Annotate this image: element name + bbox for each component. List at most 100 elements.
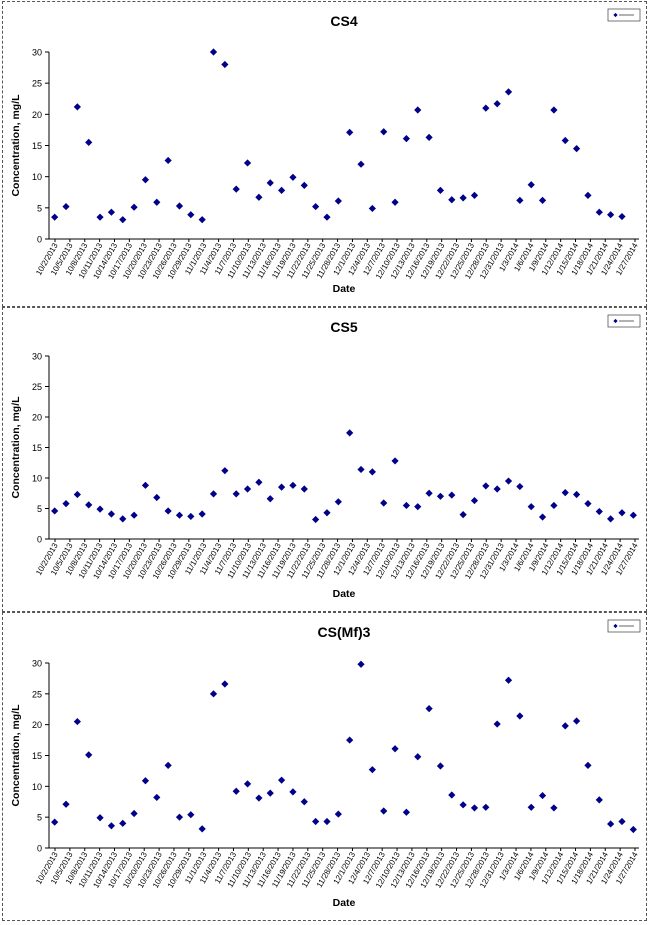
- data-point: [119, 515, 127, 523]
- data-point: [561, 722, 569, 730]
- data-point: [448, 491, 456, 499]
- data-point: [277, 186, 286, 194]
- data-point: [187, 512, 195, 521]
- data-point: [334, 197, 342, 205]
- data-point: [51, 818, 59, 826]
- data-point: [266, 789, 274, 797]
- data-point: [85, 138, 93, 146]
- data-point: [334, 498, 342, 506]
- data-point: [277, 483, 286, 491]
- data-point: [255, 794, 263, 802]
- data-point: [187, 211, 195, 219]
- data-point: [402, 501, 411, 510]
- data-point: [198, 216, 206, 224]
- data-point: [232, 787, 240, 795]
- data-point: [607, 515, 615, 523]
- data-point: [436, 762, 445, 770]
- data-point: [391, 457, 399, 465]
- data-point: [141, 777, 150, 785]
- data-point: [312, 515, 320, 524]
- data-point: [130, 809, 138, 818]
- legend: [607, 8, 641, 22]
- data-point: [493, 100, 501, 108]
- data-point: [141, 176, 150, 184]
- data-point: [107, 208, 116, 216]
- legend: [607, 619, 641, 633]
- data-point: [516, 712, 524, 720]
- chart-panel-cs4: CS4 0 5 10 15 20 25 30 Concentration, mg/L 10/2/2…: [2, 1, 647, 307]
- data-point: [51, 213, 59, 221]
- data-point: [436, 492, 445, 500]
- y-tick-label: 30: [32, 48, 42, 58]
- y-tick-label: 20: [32, 110, 42, 120]
- data-point: [584, 191, 592, 199]
- data-point: [380, 807, 388, 815]
- data-point: [73, 717, 81, 726]
- data-point: [414, 753, 422, 761]
- y-axis-label: Concentration, mg/L: [10, 94, 22, 197]
- data-point: [334, 810, 342, 818]
- data-point: [595, 796, 603, 804]
- data-point: [243, 485, 252, 493]
- data-point: [300, 798, 308, 806]
- data-point: [289, 481, 297, 489]
- data-point: [584, 761, 592, 769]
- data-point: [618, 817, 626, 826]
- y-tick-label: 5: [37, 504, 42, 514]
- y-tick-label: 25: [32, 79, 42, 89]
- x-axis-label: Date: [333, 283, 356, 295]
- data-point: [221, 60, 229, 69]
- data-point: [572, 717, 581, 725]
- data-point: [425, 489, 433, 497]
- data-point: [504, 88, 513, 96]
- data-point: [459, 194, 467, 202]
- y-tick-label: 30: [32, 352, 42, 362]
- data-point: [425, 705, 433, 713]
- y-axis-label: Concentration, mg/L: [10, 704, 22, 807]
- data-point: [62, 800, 70, 808]
- x-axis-label: Date: [333, 588, 356, 600]
- data-point: [550, 106, 558, 114]
- data-point: [584, 500, 592, 508]
- data-point: [527, 181, 535, 189]
- data-point: [300, 181, 308, 189]
- data-point: [368, 468, 376, 476]
- data-point: [550, 501, 558, 510]
- data-point: [595, 208, 603, 216]
- data-point: [266, 495, 274, 503]
- data-point: [357, 660, 365, 668]
- data-point: [164, 761, 172, 769]
- data-point: [346, 736, 354, 744]
- data-point: [380, 499, 388, 507]
- data-point: [607, 820, 615, 828]
- data-point: [175, 202, 184, 210]
- chart-panel-csmf3: CS(Mf)3 0 5 10 15 20 25 30 Concentration, mg/L 10…: [2, 612, 647, 921]
- y-tick-label: 20: [32, 413, 42, 423]
- data-point: [391, 745, 399, 753]
- data-point: [561, 489, 569, 497]
- data-point: [198, 825, 206, 833]
- data-point: [550, 804, 558, 812]
- data-point: [504, 477, 513, 485]
- data-point: [130, 203, 138, 211]
- data-point: [221, 467, 229, 475]
- data-point: [153, 198, 161, 206]
- data-point: [629, 511, 637, 519]
- data-point: [277, 776, 286, 784]
- y-tick-label: 25: [32, 382, 42, 392]
- data-point: [323, 817, 331, 826]
- data-point: [198, 510, 206, 518]
- y-tick-label: 0: [37, 535, 42, 545]
- data-point: [119, 819, 127, 827]
- data-point: [289, 788, 297, 796]
- data-point: [414, 503, 422, 511]
- data-point: [119, 216, 127, 224]
- y-tick-label: 0: [37, 844, 42, 854]
- data-point: [232, 490, 240, 498]
- data-point: [482, 104, 490, 112]
- data-point: [516, 196, 524, 204]
- data-point: [141, 481, 150, 489]
- data-point: [187, 811, 195, 819]
